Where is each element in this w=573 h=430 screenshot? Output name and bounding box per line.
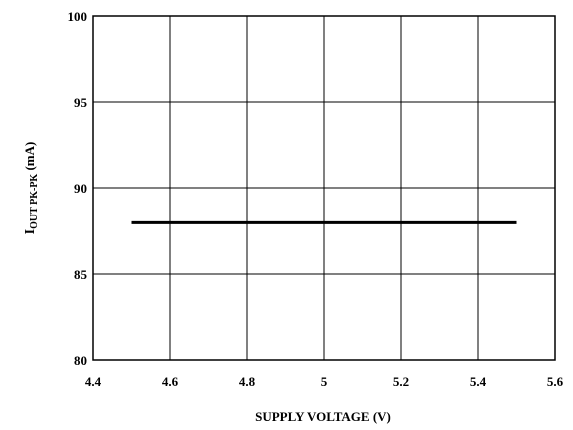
plot-area-frame bbox=[92, 15, 556, 361]
y-axis-title: IOUT PK-PK (mA) bbox=[22, 142, 40, 235]
y-axis-title-subscript: OUT PK-PK bbox=[29, 174, 40, 229]
y-axis-title-unit: (mA) bbox=[22, 142, 37, 174]
y-axis-title-main: I bbox=[23, 229, 38, 234]
y-tick-label: 95 bbox=[74, 95, 88, 110]
y-tick-label: 85 bbox=[74, 267, 88, 282]
y-tick-label: 90 bbox=[74, 181, 87, 196]
x-axis-title: SUPPLY VOLTAGE (V) bbox=[255, 409, 391, 424]
y-tick-label: 100 bbox=[68, 9, 88, 24]
x-tick-label: 4.8 bbox=[239, 374, 256, 389]
x-tick-label: 4.4 bbox=[85, 374, 102, 389]
x-tick-label: 4.6 bbox=[162, 374, 179, 389]
y-tick-label: 80 bbox=[74, 353, 87, 368]
y-tick-labels: 80 85 90 95 100 bbox=[68, 9, 88, 368]
grid-lines bbox=[93, 16, 555, 360]
x-tick-labels: 4.4 4.6 4.8 5 5.2 5.4 5.6 bbox=[85, 374, 564, 389]
x-tick-label: 5.4 bbox=[470, 374, 487, 389]
x-tick-label: 5 bbox=[321, 374, 328, 389]
x-tick-label: 5.6 bbox=[547, 374, 564, 389]
x-tick-label: 5.2 bbox=[393, 374, 409, 389]
